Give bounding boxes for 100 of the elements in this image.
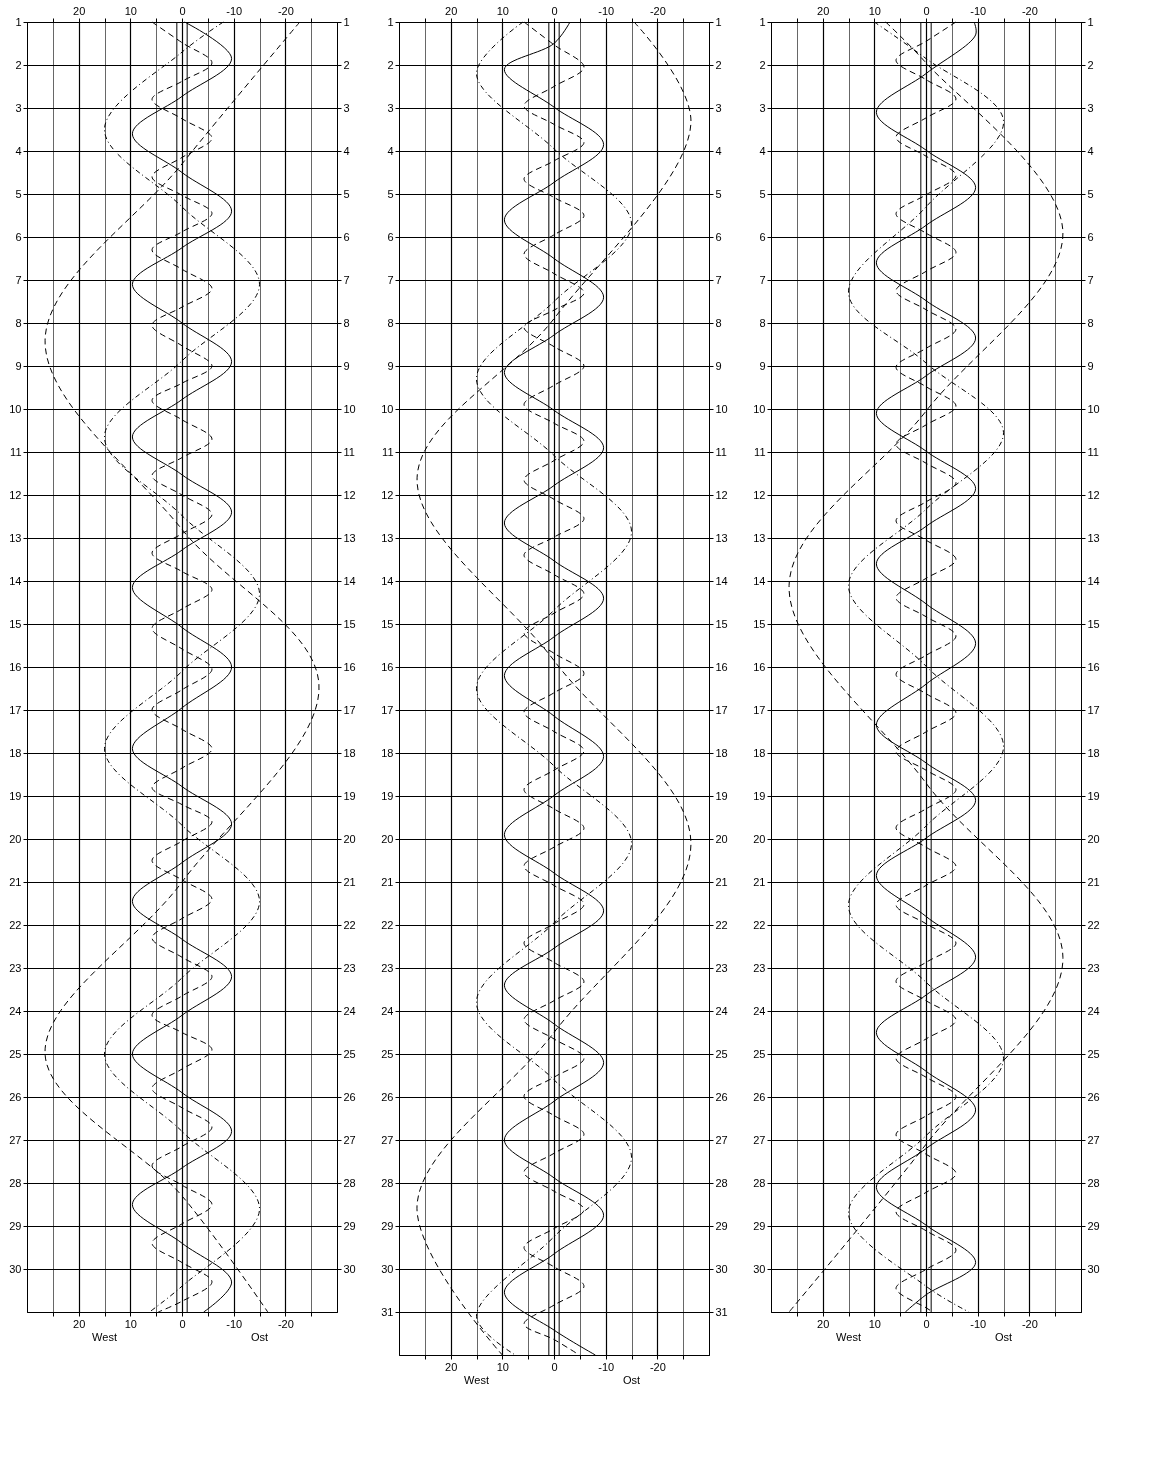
y2-tick-label: 9 <box>1087 359 1094 372</box>
y2-tick-label: 5 <box>715 187 722 200</box>
y2-tick-label: 25 <box>715 1047 728 1060</box>
y-tick-label: 6 <box>759 230 766 243</box>
y2-tick-label: 6 <box>715 230 722 243</box>
y-tick-label: 26 <box>753 1090 766 1103</box>
text: Ost <box>622 1374 641 1386</box>
y2-tick-label: 23 <box>343 961 356 974</box>
y2-tick-label: 2 <box>1087 58 1094 71</box>
y-tick-label: 10 <box>381 402 394 415</box>
y2-tick-label: 11 <box>343 445 355 458</box>
y-tick-label: 28 <box>381 1176 394 1189</box>
y-tick-label: 31 <box>381 1305 394 1318</box>
y2-tick-label: 28 <box>715 1176 728 1189</box>
y2-tick-label: 2 <box>343 58 350 71</box>
y2-tick-label: 10 <box>1087 402 1100 415</box>
y2-tick-label: 15 <box>715 617 728 630</box>
y2-tick-label: 15 <box>343 617 356 630</box>
y-tick-label: 30 <box>9 1262 22 1275</box>
y2-tick-label: 24 <box>343 1004 356 1017</box>
y2-tick-label: 8 <box>715 316 722 329</box>
y-tick-label: 13 <box>9 531 22 544</box>
y2-tick-label: 17 <box>1087 703 1100 716</box>
y-tick-label: 24 <box>381 1004 394 1017</box>
y-tick-label: 3 <box>15 101 22 114</box>
y-tick-label: 20 <box>9 832 22 845</box>
y2-tick-label: 21 <box>1087 875 1100 888</box>
y-tick-label: 4 <box>759 144 766 157</box>
y-tick-label: 24 <box>753 1004 766 1017</box>
y-tick-label: 12 <box>9 488 22 501</box>
y2-tick-label: 3 <box>715 101 722 114</box>
y-tick-label: 5 <box>387 187 394 200</box>
x-tick-label: 20 <box>73 1317 86 1330</box>
x2-tick-label: -10 <box>970 4 987 17</box>
y-tick-label: 29 <box>753 1219 766 1232</box>
y2-tick-label: 16 <box>1087 660 1100 673</box>
y2-tick-label: 19 <box>343 789 356 802</box>
text: West <box>836 1331 861 1343</box>
x2-tick-label: 10 <box>496 4 509 17</box>
y-tick-label: 27 <box>753 1133 766 1146</box>
y-tick-label: 5 <box>759 187 766 200</box>
y2-tick-label: 11 <box>715 445 727 458</box>
y2-tick-label: 1 <box>343 15 350 28</box>
y-tick-label: 25 <box>381 1047 394 1060</box>
x-tick-label: 10 <box>124 1317 137 1330</box>
y-tick-label: 26 <box>9 1090 22 1103</box>
x2-tick-label: 20 <box>445 4 458 17</box>
y2-tick-label: 18 <box>715 746 728 759</box>
y-tick-label: 5 <box>15 187 22 200</box>
y2-tick-label: 10 <box>343 402 356 415</box>
y-tick-label: 22 <box>9 918 22 931</box>
y2-tick-label: 14 <box>1087 574 1100 587</box>
y2-tick-label: 4 <box>715 144 722 157</box>
y-tick-label: 29 <box>381 1219 394 1232</box>
y2-tick-label: 5 <box>1087 187 1094 200</box>
y2-tick-label: 28 <box>1087 1176 1100 1189</box>
y2-tick-label: 7 <box>1087 273 1094 286</box>
x-tick-label: 0 <box>179 1317 186 1330</box>
x2-tick-label: 20 <box>73 4 86 17</box>
y-tick-label: 9 <box>15 359 22 372</box>
y-tick-label: 1 <box>15 15 22 28</box>
x-tick-label: 20 <box>445 1360 458 1373</box>
y2-tick-label: 7 <box>715 273 722 286</box>
x-tick-label: -20 <box>277 1317 294 1330</box>
y-tick-label: 23 <box>753 961 766 974</box>
y2-tick-label: 19 <box>715 789 728 802</box>
y-tick-label: 4 <box>387 144 394 157</box>
y2-tick-label: 19 <box>1087 789 1100 802</box>
y-tick-label: 7 <box>15 273 22 286</box>
y-tick-label: 13 <box>381 531 394 544</box>
y2-tick-label: 15 <box>1087 617 1100 630</box>
y2-tick-label: 13 <box>343 531 356 544</box>
y-tick-label: 27 <box>381 1133 394 1146</box>
y2-tick-label: 18 <box>1087 746 1100 759</box>
y-tick-label: 12 <box>381 488 394 501</box>
y2-tick-label: 30 <box>343 1262 356 1275</box>
y-tick-label: 23 <box>9 961 22 974</box>
x-tick-label: 10 <box>496 1360 509 1373</box>
y-tick-label: 11 <box>10 445 22 458</box>
y-tick-label: 18 <box>381 746 394 759</box>
y2-tick-label: 12 <box>343 488 356 501</box>
y-tick-label: 25 <box>9 1047 22 1060</box>
y-tick-label: 21 <box>9 875 22 888</box>
y-tick-label: 8 <box>15 316 22 329</box>
x2-tick-label: 10 <box>124 4 137 17</box>
x-tick-label: -10 <box>226 1317 243 1330</box>
y2-tick-label: 27 <box>1087 1133 1100 1146</box>
y2-tick-label: 17 <box>715 703 728 716</box>
x2-tick-label: -20 <box>277 4 294 17</box>
y2-tick-label: 3 <box>343 101 350 114</box>
y2-tick-label: 13 <box>1087 531 1100 544</box>
y-tick-label: 4 <box>15 144 22 157</box>
y-tick-label: 8 <box>759 316 766 329</box>
text: West <box>92 1331 117 1343</box>
y-tick-label: 2 <box>387 58 394 71</box>
y-tick-label: 13 <box>753 531 766 544</box>
y-tick-label: 1 <box>387 15 394 28</box>
x2-tick-label: 0 <box>179 4 186 17</box>
y-tick-label: 20 <box>753 832 766 845</box>
y2-tick-label: 25 <box>343 1047 356 1060</box>
